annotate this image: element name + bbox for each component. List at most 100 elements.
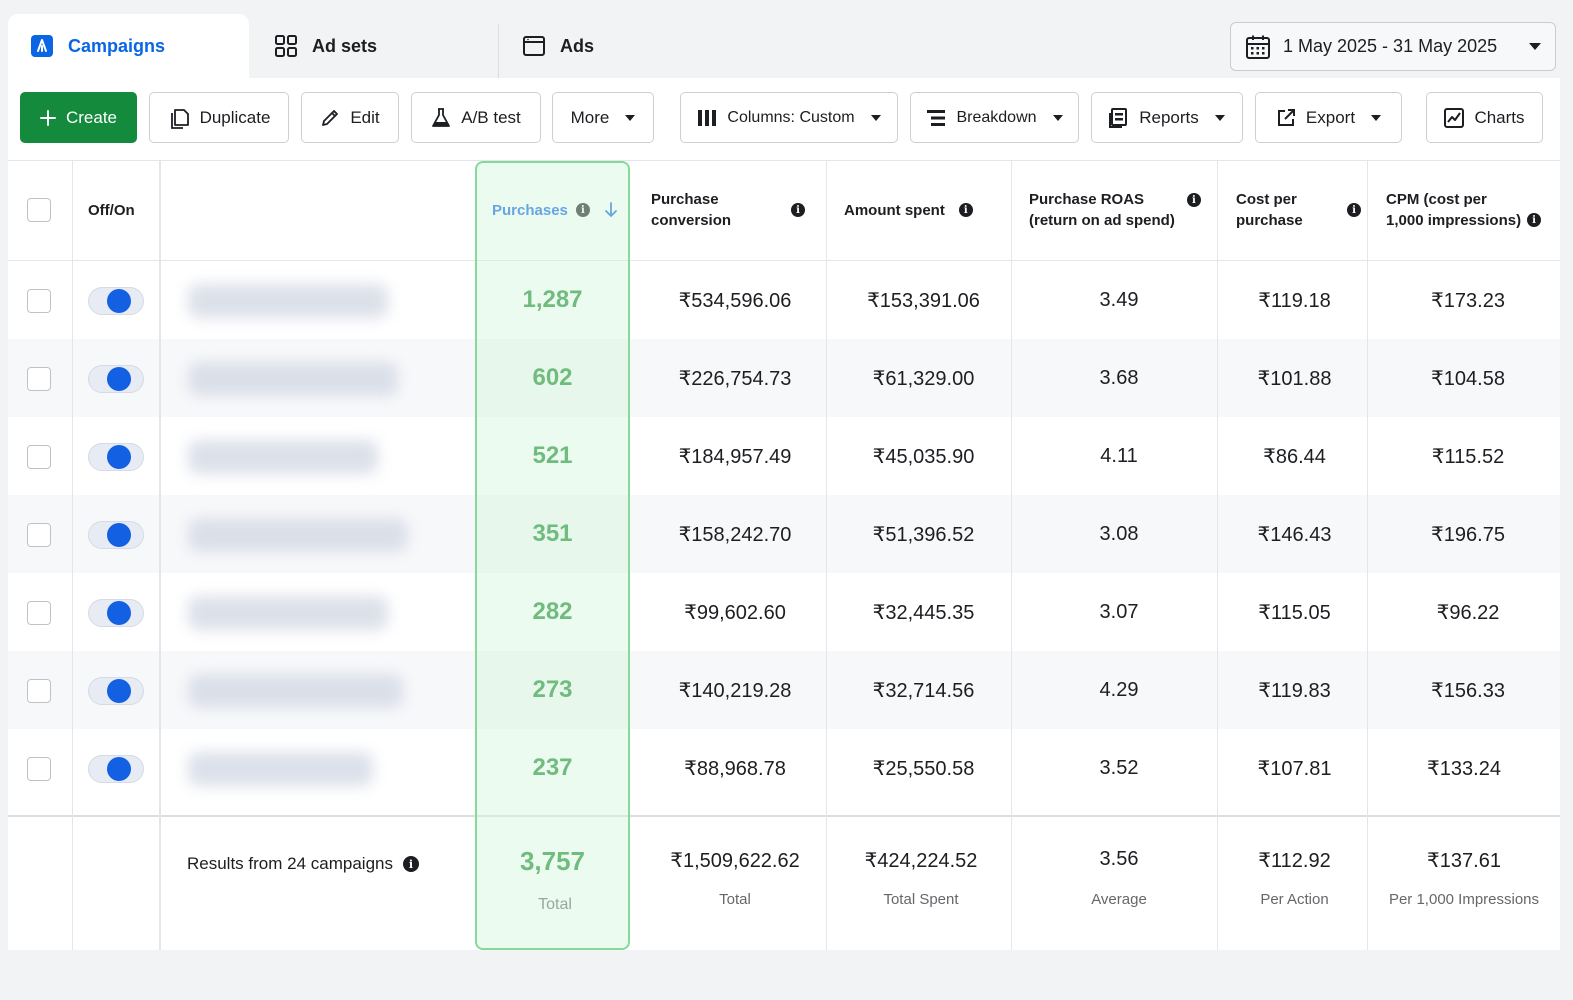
row-checkbox[interactable] <box>27 679 51 703</box>
amount-spent-cell: ₹153,391.06 <box>867 289 980 312</box>
header-purchases[interactable]: Purchases i <box>492 160 618 260</box>
campaign-name-redacted[interactable] <box>188 674 403 708</box>
campaign-toggle[interactable] <box>88 365 144 393</box>
roas-average: 3.56 <box>1099 848 1139 870</box>
ab-test-button[interactable]: A/B test <box>411 92 541 143</box>
purchases-cell: 282 <box>532 598 573 625</box>
charts-button[interactable]: Charts <box>1426 92 1543 143</box>
conversion-cell: ₹88,968.78 <box>684 757 786 780</box>
header-purchase-roas[interactable]: Purchase ROAS (return on ad spend) i <box>1029 160 1201 260</box>
cpm-cell: ₹96.22 <box>1436 601 1500 624</box>
more-dropdown[interactable]: More <box>552 92 654 143</box>
breakdown-label: Breakdown <box>956 108 1037 126</box>
cpm-cell: ₹196.75 <box>1431 523 1505 546</box>
amount-spent-cell: ₹32,714.56 <box>872 679 975 702</box>
columns-dropdown[interactable]: Columns: Custom <box>680 92 898 143</box>
reports-dropdown[interactable]: Reports <box>1091 92 1243 143</box>
export-dropdown[interactable]: Export <box>1255 92 1402 143</box>
amount-spent-cell: ₹45,035.90 <box>872 445 975 468</box>
caret-down-icon <box>1214 114 1225 121</box>
campaign-toggle[interactable] <box>88 755 144 783</box>
campaigns-table: Off/On Purchases i Purchase conversion i… <box>8 160 1560 950</box>
row-checkbox[interactable] <box>27 601 51 625</box>
tab-ad-sets[interactable]: Ad sets <box>274 14 377 78</box>
info-icon[interactable]: i <box>1527 213 1542 227</box>
header-off-on: Off/On <box>88 201 135 219</box>
tab-ads[interactable]: Ads <box>522 14 594 78</box>
cpm-cell: ₹133.24 <box>1427 757 1501 780</box>
campaign-toggle[interactable] <box>88 287 144 315</box>
info-icon[interactable]: i <box>575 203 590 217</box>
header-cost-per-purchase[interactable]: Cost per purchase i <box>1236 160 1361 260</box>
caret-down-icon <box>1529 42 1541 50</box>
charts-label: Charts <box>1474 107 1525 127</box>
campaign-name-redacted[interactable] <box>188 440 378 474</box>
breakdown-dropdown[interactable]: Breakdown <box>910 92 1079 143</box>
row-checkbox[interactable] <box>27 523 51 547</box>
row-checkbox[interactable] <box>27 757 51 781</box>
header-text: Purchase conversion <box>651 189 731 231</box>
tab-divider <box>498 24 499 78</box>
roas-cell: 3.08 <box>1099 522 1139 545</box>
row-checkbox[interactable] <box>27 367 51 391</box>
header-cpm[interactable]: CPM (cost per 1,000 impressions) i <box>1386 160 1542 260</box>
conversion-cell: ₹99,602.60 <box>684 601 786 624</box>
purchases-cell: 351 <box>532 520 573 547</box>
amount-spent-total-label: Total Spent <box>883 891 959 908</box>
header-purchase-conversion[interactable]: Purchase conversion i <box>651 160 821 260</box>
cost-per-purchase-cell: ₹107.81 <box>1257 757 1332 780</box>
campaign-name-redacted[interactable] <box>188 362 398 396</box>
campaign-name-redacted[interactable] <box>188 596 388 630</box>
caret-down-icon <box>1371 114 1382 121</box>
divider <box>72 160 73 950</box>
campaign-name-redacted[interactable] <box>188 284 388 318</box>
cost-per-purchase-total: ₹112.92 <box>1258 850 1331 872</box>
campaigns-icon <box>31 35 53 57</box>
header-purchases-label: Purchases <box>492 201 568 219</box>
conversion-cell: ₹184,957.49 <box>678 445 792 468</box>
tab-label: Ad sets <box>312 35 378 56</box>
roas-cell: 4.29 <box>1099 678 1139 701</box>
campaign-name-redacted[interactable] <box>188 752 373 786</box>
header-text: Purchase ROAS (return on ad spend) <box>1029 189 1175 231</box>
results-summary: Results from 24 campaigns i <box>187 854 419 874</box>
campaign-toggle[interactable] <box>88 521 144 549</box>
info-icon[interactable]: i <box>958 203 973 217</box>
date-range-picker[interactable]: 1 May 2025 - 31 May 2025 <box>1230 22 1556 71</box>
campaign-toggle[interactable] <box>88 677 144 705</box>
row-checkbox[interactable] <box>27 445 51 469</box>
campaign-toggle[interactable] <box>88 599 144 627</box>
grid-icon <box>275 35 297 57</box>
create-button[interactable]: Create <box>20 92 137 143</box>
row-checkbox[interactable] <box>27 289 51 313</box>
toggle-knob <box>107 445 131 469</box>
toolbar: Create Duplicate Edit A/B test More Colu… <box>8 78 1560 160</box>
info-icon[interactable]: i <box>1186 193 1201 207</box>
cpm-total-label: Per 1,000 Impressions <box>1388 891 1540 908</box>
caret-down-icon <box>870 114 881 121</box>
conversion-cell: ₹226,754.73 <box>678 367 792 390</box>
conversion-cell: ₹534,596.06 <box>678 289 792 312</box>
divider <box>826 160 827 950</box>
duplicate-button[interactable]: Duplicate <box>149 92 289 143</box>
campaign-toggle[interactable] <box>88 443 144 471</box>
pencil-icon <box>322 109 339 126</box>
sort-down-arrow-icon[interactable] <box>604 202 618 218</box>
tab-campaigns[interactable]: Campaigns <box>8 14 249 78</box>
select-all-checkbox[interactable] <box>27 198 51 222</box>
conversion-cell: ₹158,242.70 <box>678 523 792 546</box>
purchases-cell: 1,287 <box>522 286 583 313</box>
edit-button[interactable]: Edit <box>301 92 399 143</box>
info-icon[interactable]: i <box>791 203 805 217</box>
tab-label: Ads <box>560 35 595 56</box>
edit-label: Edit <box>350 107 380 127</box>
campaign-name-redacted[interactable] <box>188 518 408 552</box>
cost-per-purchase-cell: ₹146.43 <box>1257 523 1332 546</box>
roas-cell: 3.68 <box>1099 366 1139 389</box>
toggle-knob <box>107 367 131 391</box>
header-amount-spent[interactable]: Amount spent i <box>844 160 973 260</box>
info-icon[interactable]: i <box>1347 203 1361 217</box>
toggle-knob <box>107 757 131 781</box>
purchases-cell: 521 <box>532 442 573 469</box>
info-icon[interactable]: i <box>402 856 419 872</box>
